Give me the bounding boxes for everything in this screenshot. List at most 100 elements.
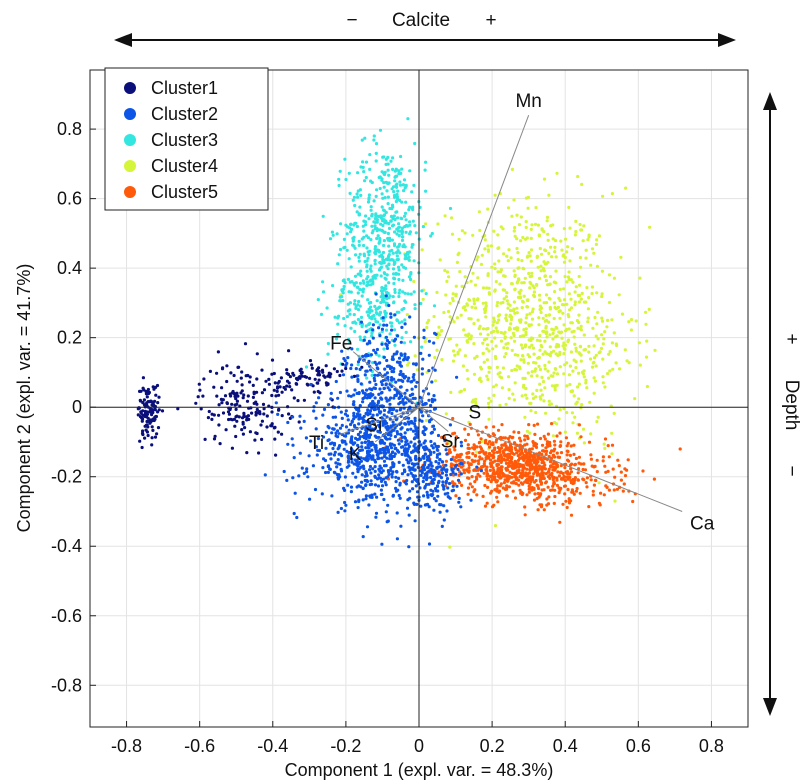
data-point [316,436,320,441]
data-point [450,232,455,236]
data-point [360,288,364,292]
data-point [360,445,364,449]
data-point [524,454,528,458]
data-point [569,444,573,448]
data-point [459,440,463,444]
loading-line-ca [418,406,683,512]
data-point [202,377,206,381]
data-point [367,196,371,200]
data-point [389,433,393,437]
data-point [577,467,581,471]
data-point [342,246,346,250]
data-point [483,247,487,251]
data-point [496,450,500,454]
data-point [429,493,433,497]
data-point [565,250,569,254]
data-point [603,330,607,334]
data-point [535,283,539,287]
data-point [525,429,530,433]
data-point [394,486,398,490]
data-point [562,341,566,345]
data-point [392,281,396,286]
data-point [335,465,339,469]
data-point [368,468,372,472]
data-point [565,471,570,476]
data-point [444,293,448,297]
data-point [234,415,238,419]
data-point [485,286,489,290]
data-point [512,441,517,445]
data-point [569,306,574,310]
data-point [390,328,394,332]
data-point [518,475,522,479]
data-point [451,416,455,421]
data-point [484,301,488,305]
data-point [395,470,399,474]
data-point [395,319,400,323]
data-point [389,214,394,218]
data-point [421,479,425,484]
data-point [571,369,575,373]
data-point [145,412,150,416]
data-point [404,230,408,234]
data-point [524,386,528,391]
data-point [444,412,448,416]
data-point [410,462,414,466]
data-point [328,442,333,446]
data-point [237,415,241,419]
data-point [587,505,591,509]
data-point [261,402,266,406]
data-point [577,371,581,375]
data-point [384,315,388,319]
data-point [530,478,535,482]
data-point [601,357,605,361]
data-point [346,356,350,360]
data-point [515,451,519,455]
data-point [361,486,365,490]
data-point [441,463,446,467]
data-point [312,409,316,413]
loading-label-ca: Ca [690,513,715,534]
data-point [544,480,549,484]
data-point [333,415,338,419]
data-point [548,353,553,358]
data-point [277,393,281,397]
data-point [436,444,440,449]
data-point [641,469,645,473]
data-point [359,315,364,319]
data-point [456,350,460,354]
data-point [392,276,396,280]
data-point [430,430,434,434]
data-point [357,243,361,247]
data-point [413,141,417,146]
data-point [631,499,635,504]
data-point [538,348,542,352]
data-point [569,481,574,485]
data-point [557,344,561,348]
data-point [593,315,597,320]
data-point [513,353,517,357]
data-point [574,489,579,493]
data-point [359,269,363,273]
data-point [529,236,533,240]
data-point [534,458,538,462]
data-point [399,369,403,374]
data-point [375,229,379,233]
data-point [525,467,529,471]
data-point [492,329,496,333]
data-point [563,430,568,434]
data-point [225,379,229,384]
data-point [583,468,588,472]
data-point [285,384,289,388]
data-point [391,355,395,359]
data-point [541,476,545,480]
data-point [368,249,372,253]
data-point [199,407,203,411]
data-point [511,481,515,485]
data-point [445,270,450,274]
data-point [494,344,498,348]
data-point [401,244,405,249]
data-point [509,464,513,468]
data-point [471,452,475,456]
data-point [314,416,318,420]
